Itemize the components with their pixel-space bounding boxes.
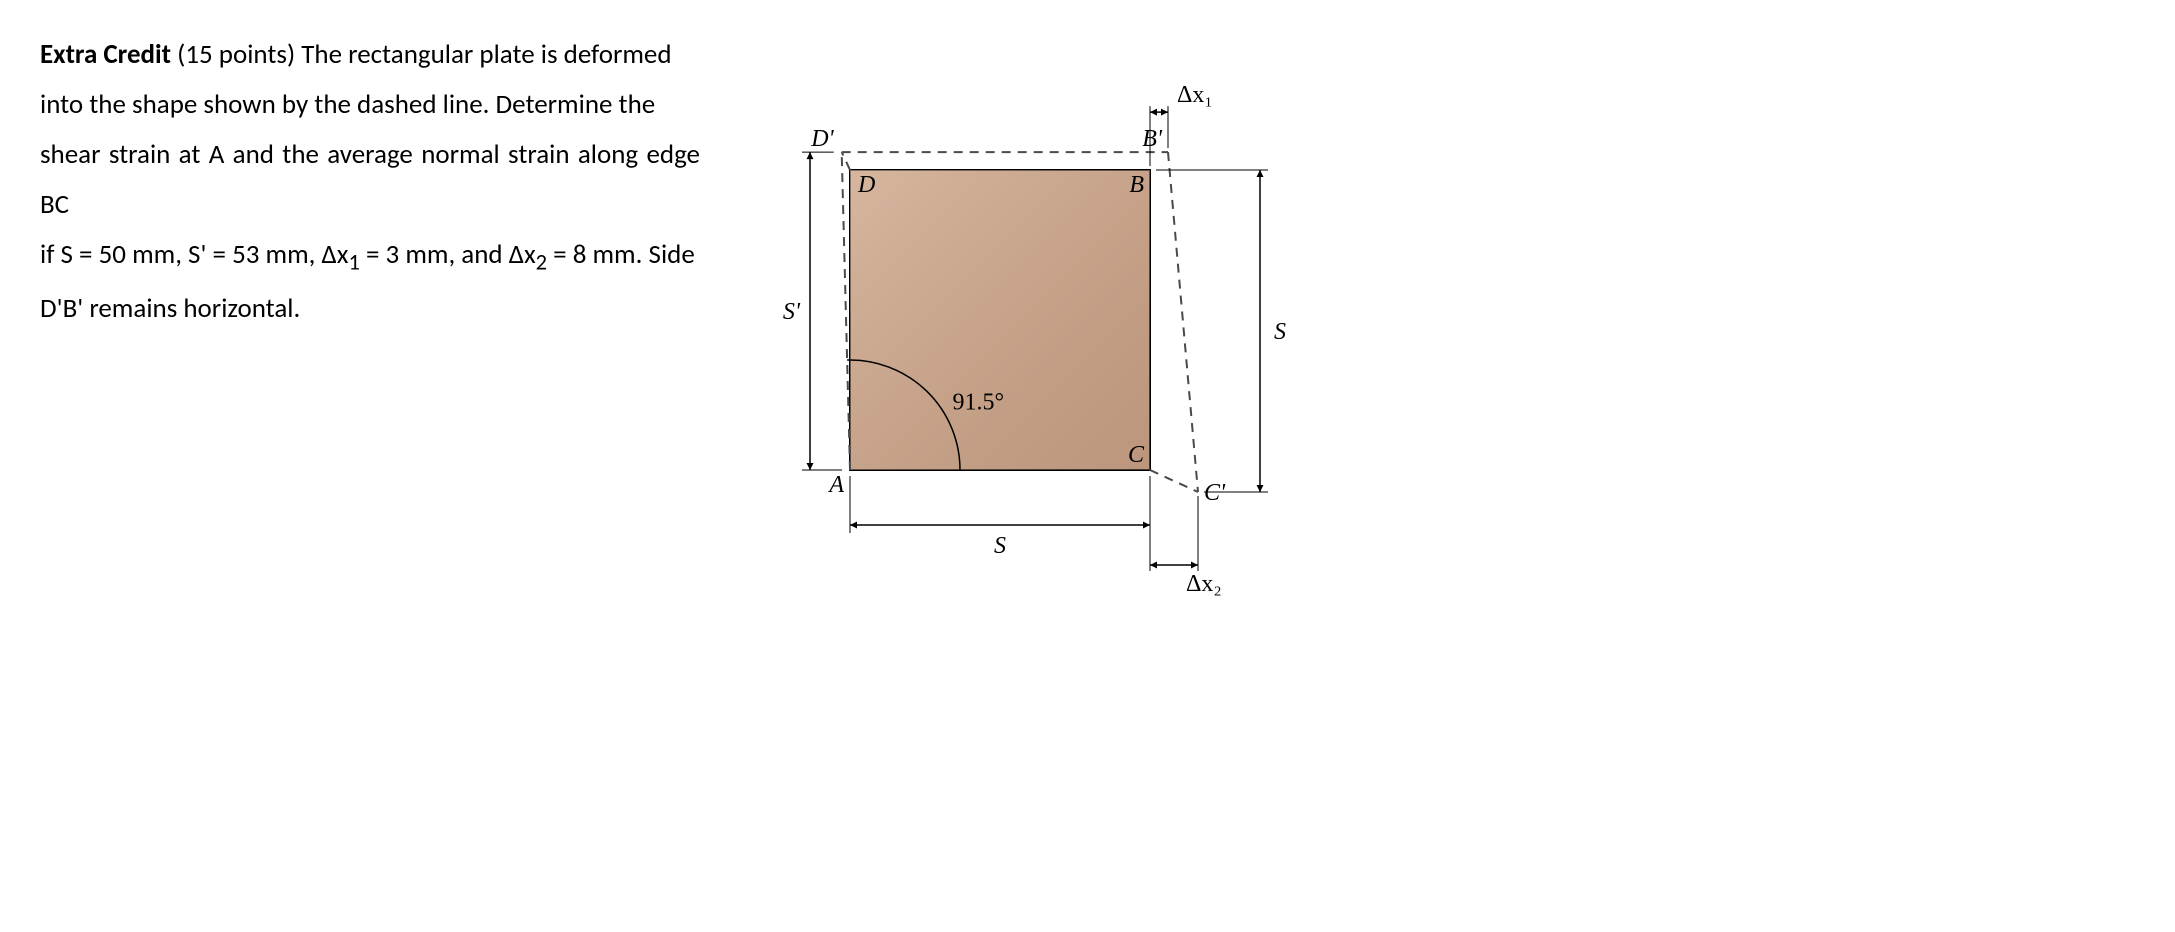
- line2: into the shape shown by the dashed line.…: [40, 80, 700, 130]
- line3: shear strain at A and the average normal…: [40, 130, 700, 230]
- svg-text:D: D: [857, 172, 875, 198]
- svg-text:C': C': [1204, 480, 1226, 506]
- svg-text:S': S': [783, 299, 801, 325]
- problem-text: Extra Credit (15 points) The rectangular…: [40, 30, 700, 590]
- svg-text:91.5°: 91.5°: [953, 390, 1005, 416]
- svg-text:B: B: [1129, 172, 1144, 198]
- line4c: = 8 mm. Side: [547, 238, 695, 271]
- diagram: ACBDD'B'C'91.5°S'SSΔx₁Δx₂: [770, 30, 1330, 590]
- sub1: 1: [348, 249, 359, 276]
- lead-points: (15 points): [171, 38, 301, 71]
- sub2: 2: [536, 249, 547, 276]
- svg-text:Δx₂: Δx₂: [1186, 571, 1222, 597]
- lead-bold: Extra Credit: [40, 38, 171, 71]
- svg-text:S: S: [1274, 319, 1286, 345]
- svg-text:A: A: [827, 472, 844, 498]
- svg-text:B': B': [1142, 126, 1163, 152]
- plate-diagram: A C B D D' B' C' 91.5° S' S S Δx₁ Δx₂: [770, 20, 1330, 600]
- svg-text:S: S: [994, 533, 1006, 559]
- svg-text:C: C: [1128, 442, 1145, 468]
- line4b: = 3 mm, and Δx: [360, 238, 536, 271]
- line5: D'B' remains horizontal.: [40, 284, 700, 334]
- svg-text:Δx₁: Δx₁: [1177, 82, 1213, 108]
- line4a: if S = 50 mm, S' = 53 mm, Δx: [40, 238, 348, 271]
- svg-text:D': D': [810, 126, 834, 152]
- line1: The rectangular plate is deformed: [301, 38, 671, 71]
